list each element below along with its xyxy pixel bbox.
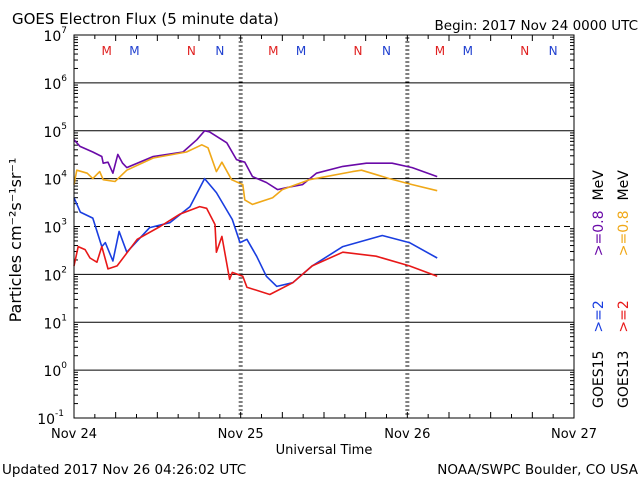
footer-updated: Updated 2017 Nov 26 04:26:02 UTC — [2, 462, 246, 478]
plot-frame — [73, 34, 575, 419]
y-tick-label: 10-1 — [37, 409, 64, 428]
series-lines — [73, 130, 438, 296]
chart-title: GOES Electron Flux (5 minute data) — [12, 10, 279, 28]
x-tick-label: Nov 26 — [384, 427, 430, 442]
y-tick-label: 103 — [43, 218, 67, 237]
grid — [74, 82, 574, 371]
event-marker-label: M — [296, 44, 306, 58]
series-line — [73, 144, 438, 206]
event-marker-label: M — [435, 44, 445, 58]
legend: GOES15>=2>=0.8MeV GOES13>=2>=0.8MeV — [591, 170, 632, 408]
x-tick-labels: Nov 24 Nov 25 Nov 26 Nov 27 — [51, 427, 597, 442]
footer-source: NOAA/SWPC Boulder, CO USA — [437, 462, 639, 478]
x-tick-label: Nov 25 — [218, 427, 264, 442]
event-marker-label: N — [520, 44, 529, 58]
y-tick-label: 106 — [43, 74, 67, 93]
event-marker-label: M — [463, 44, 473, 58]
series-line — [73, 177, 438, 288]
x-tick-label: Nov 24 — [51, 427, 97, 442]
y-axis-label: Particles cm⁻²s⁻¹sr⁻¹ — [6, 158, 25, 323]
series-line — [73, 205, 438, 296]
axis-ticks — [74, 35, 574, 418]
event-marker-label: N — [354, 44, 363, 58]
event-marker-label: N — [215, 44, 224, 58]
event-marker-label: N — [187, 44, 196, 58]
x-axis-label: Universal Time — [276, 443, 373, 458]
y-tick-label: 100 — [43, 361, 67, 380]
y-tick-labels: 107 106 105 104 103 102 101 100 10-1 — [37, 26, 67, 428]
event-marker-label: M — [101, 44, 111, 58]
x-tick-label: Nov 27 — [551, 427, 597, 442]
begin-label: Begin: 2017 Nov 24 0000 UTC — [435, 18, 638, 34]
y-tick-label: 102 — [43, 265, 67, 284]
y-tick-label: 105 — [43, 122, 67, 141]
event-marker-label: N — [382, 44, 391, 58]
event-marker-label: M — [129, 44, 139, 58]
legend-entry: GOES13>=2>=0.8MeV — [616, 170, 632, 408]
legend-entry: GOES15>=2>=0.8MeV — [591, 170, 607, 408]
y-tick-label: 104 — [43, 170, 67, 189]
y-tick-label: 101 — [43, 313, 67, 332]
event-marker-label: N — [549, 44, 558, 58]
series-line — [73, 130, 438, 191]
y-tick-label: 107 — [43, 26, 67, 45]
event-marker-label: M — [268, 44, 278, 58]
